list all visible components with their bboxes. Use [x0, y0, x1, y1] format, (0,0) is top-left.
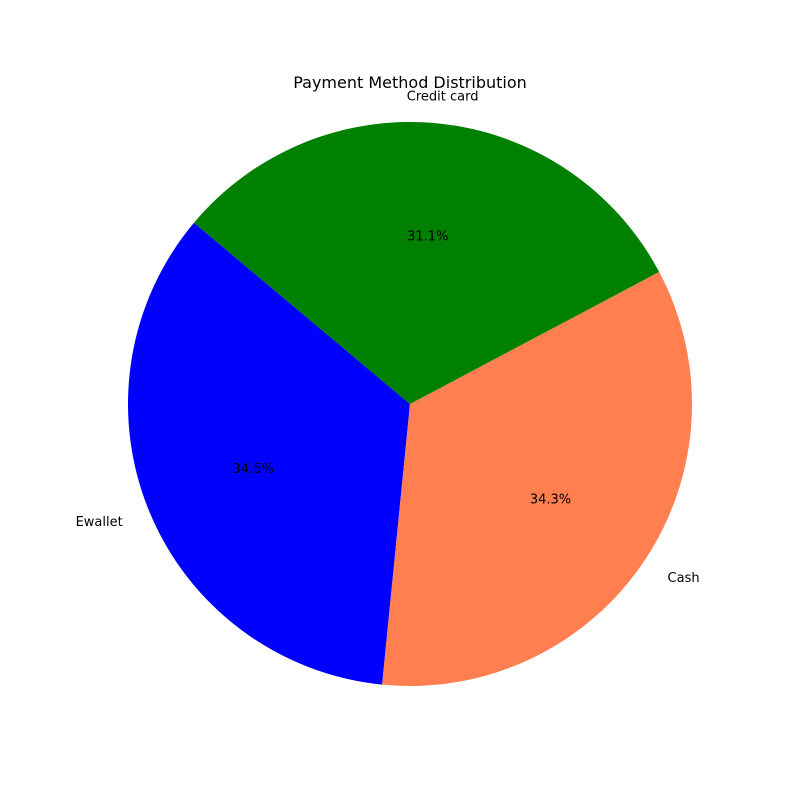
slice-label-cash: Cash	[668, 571, 700, 586]
pie-slice-credit-card	[193, 122, 660, 404]
pie-labels: Ewallet 34.5% Cash 34.3% Credit card 31.1%	[76, 90, 700, 586]
pie-slice-cash	[382, 271, 692, 686]
percent-label-cash: 34.3%	[530, 492, 571, 507]
percent-label-credit-card: 31.1%	[407, 230, 448, 245]
pie-slices	[127, 122, 692, 686]
chart-title: Payment Method Distribution	[293, 73, 527, 92]
slice-label-credit-card: Credit card	[407, 90, 479, 105]
pie-slice-ewallet	[127, 222, 411, 685]
percent-label-ewallet: 34.5%	[233, 462, 274, 477]
slice-label-ewallet: Ewallet	[76, 515, 123, 530]
